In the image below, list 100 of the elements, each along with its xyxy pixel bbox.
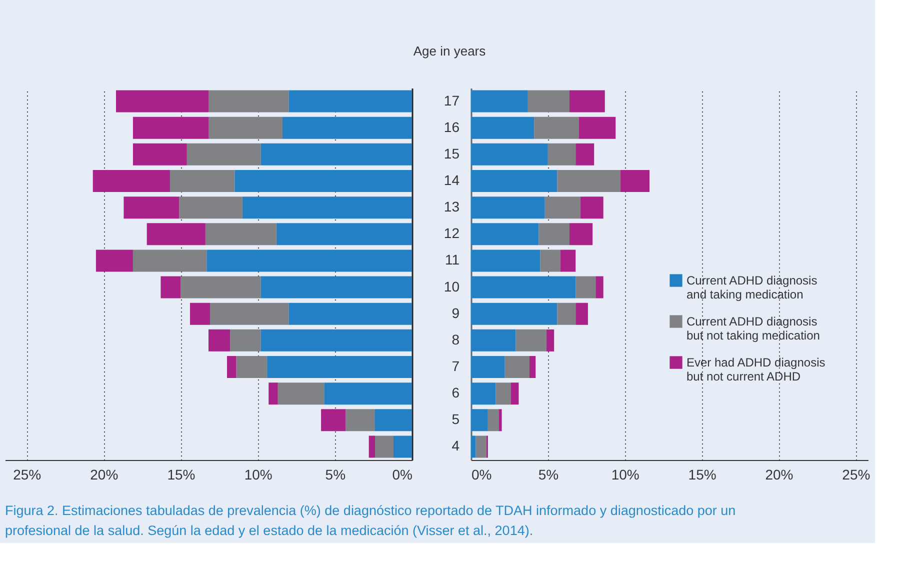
y-tick-label: 9 [452, 304, 460, 321]
bar [548, 143, 576, 166]
bar [288, 302, 412, 325]
x-tick-label: 20% [90, 466, 118, 482]
x-tick-label: 25% [13, 466, 42, 482]
bar [471, 329, 516, 352]
bar [180, 276, 261, 298]
bar [160, 276, 181, 298]
bar [179, 196, 242, 219]
bar [576, 276, 596, 298]
bar [504, 356, 530, 378]
bar [471, 276, 576, 298]
bar [496, 382, 512, 405]
bar [471, 250, 540, 272]
bar [236, 356, 268, 378]
bar [282, 116, 412, 139]
x-tick-label: 10% [244, 466, 272, 482]
bar [580, 196, 604, 219]
bar [529, 356, 536, 378]
x-tick-label: 0% [472, 466, 492, 482]
legend-label: Ever had ADHD diagnosis but not current ADHD [686, 356, 826, 384]
bar [538, 223, 570, 246]
y-tick-label: 12 [444, 225, 460, 242]
bar [471, 302, 558, 325]
bar [569, 90, 605, 112]
x-tick-label: 0% [392, 466, 412, 482]
bar [267, 356, 412, 378]
bar [276, 223, 412, 246]
bar [540, 250, 560, 272]
y-axis-title: Age in years [413, 44, 486, 58]
y-tick-label: 14 [444, 172, 460, 188]
bar [227, 356, 236, 378]
bar [471, 170, 558, 192]
x-tick-label: 25% [842, 466, 870, 482]
bar [260, 329, 412, 352]
x-tick-label: 15% [167, 466, 196, 482]
bar [528, 90, 570, 112]
bar [206, 250, 412, 272]
y-tick-label: 5 [452, 411, 460, 428]
y-tick-label: 11 [444, 252, 460, 268]
bar [576, 302, 588, 325]
bar [488, 409, 499, 432]
bar [596, 276, 604, 298]
bar [471, 196, 545, 219]
bar [208, 329, 230, 352]
bar [96, 250, 133, 272]
bar [471, 436, 476, 458]
bar [394, 436, 412, 458]
bar [278, 382, 324, 405]
y-tick-label: 17 [444, 92, 460, 108]
bar [132, 143, 187, 166]
bar [288, 90, 412, 112]
bar [186, 143, 261, 166]
bar [578, 116, 616, 139]
x-tick-label: 5% [325, 466, 346, 482]
bar [471, 143, 548, 166]
bar [132, 250, 207, 272]
bar [170, 170, 235, 192]
bar [576, 143, 594, 166]
bar [471, 409, 488, 432]
bar [557, 302, 576, 325]
x-tick-label: 5% [538, 466, 559, 482]
bar [620, 170, 650, 192]
bar [208, 90, 289, 112]
bar [471, 382, 496, 405]
bar [324, 382, 412, 405]
y-tick-label: 10 [444, 278, 460, 294]
bar [560, 250, 576, 272]
bar [569, 223, 593, 246]
bar [234, 170, 412, 192]
bar [242, 196, 412, 219]
bar [471, 90, 528, 112]
bar [260, 143, 412, 166]
y-tick-label: 13 [444, 198, 460, 215]
bar [476, 436, 486, 458]
x-tick-label: 10% [611, 466, 640, 482]
bar [132, 116, 208, 139]
x-tick-label: 20% [765, 466, 794, 482]
legend-label: Current ADHD diagnosis and taking medication [686, 274, 818, 302]
bar [498, 409, 502, 432]
y-tick-label: 4 [452, 438, 460, 454]
bar [544, 196, 580, 219]
y-tick-label: 6 [452, 384, 460, 401]
bar [208, 116, 282, 139]
bar [511, 382, 519, 405]
y-tick-label: 8 [452, 331, 460, 348]
bar [534, 116, 579, 139]
legend-label: Current ADHD diagnosis but not taking medication [686, 314, 820, 342]
bar [268, 382, 278, 405]
bar [375, 409, 412, 432]
bar [346, 409, 375, 432]
bar [190, 302, 210, 325]
bar [471, 223, 539, 246]
bar [205, 223, 276, 246]
bar [260, 276, 412, 298]
y-tick-label: 7 [452, 358, 460, 374]
y-tick-label: 16 [444, 118, 460, 135]
bar [230, 329, 261, 352]
bar [516, 329, 546, 352]
bar [368, 436, 375, 458]
